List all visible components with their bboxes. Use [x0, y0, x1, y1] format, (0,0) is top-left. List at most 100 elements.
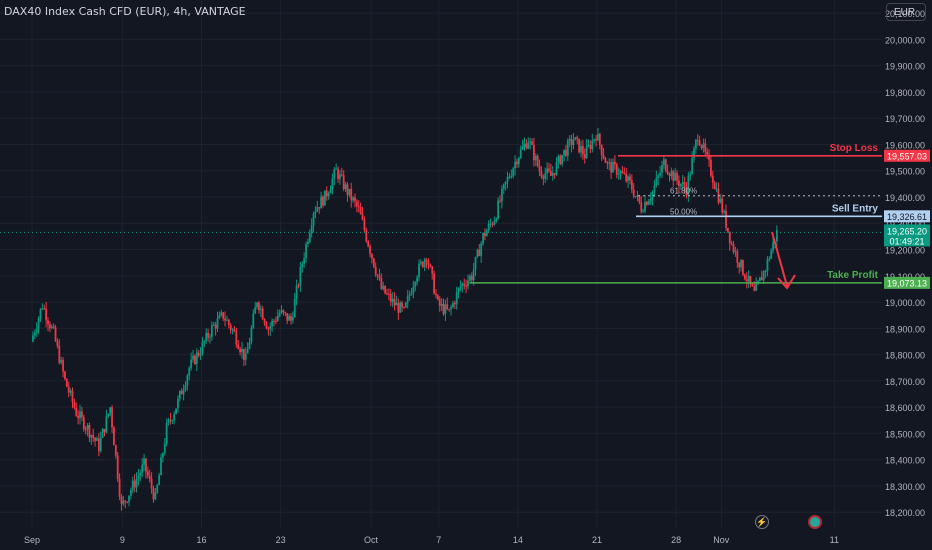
candle-body: [250, 327, 253, 343]
candle-body: [587, 144, 590, 146]
candle-body: [88, 425, 91, 438]
lightning-icon[interactable]: ⚡: [755, 515, 769, 529]
candle-body: [81, 411, 83, 418]
candle-body: [551, 173, 554, 176]
candle-body: [553, 173, 556, 175]
candle-body: [263, 319, 266, 324]
candle-body: [226, 319, 228, 321]
candle-body: [728, 231, 731, 244]
record-icon[interactable]: [808, 515, 822, 529]
candle-body: [491, 223, 494, 225]
candle-body: [199, 353, 202, 356]
candle-body: [118, 478, 121, 497]
candle-body: [344, 184, 347, 190]
candle-body: [625, 173, 628, 182]
candle-body: [259, 308, 262, 311]
candle-body: [423, 259, 426, 267]
candle-body: [710, 159, 712, 176]
candle-body: [531, 141, 533, 145]
candle-body: [378, 275, 381, 278]
candle-body: [165, 422, 168, 444]
candle-body: [487, 223, 490, 231]
candle-body: [499, 200, 501, 202]
countdown-label: 01:49:21: [889, 236, 924, 246]
candle-body: [753, 286, 756, 291]
candle-body: [69, 390, 72, 393]
candle-body: [664, 159, 667, 172]
candle-body: [615, 164, 618, 175]
candle-body: [548, 168, 550, 172]
fib-level-label: 61.80%: [670, 187, 697, 196]
candle-body: [644, 201, 646, 212]
candle-body: [450, 307, 452, 310]
candle-body: [340, 174, 343, 176]
x-tick-label: 23: [276, 535, 286, 545]
candle-body: [273, 320, 275, 322]
price-tag-text: 19,073.13: [887, 278, 927, 288]
x-tick-label: Nov: [713, 535, 730, 545]
x-tick-label: 28: [671, 535, 681, 545]
candle-body: [666, 171, 669, 175]
candle-body: [389, 293, 392, 302]
candle-body: [335, 168, 338, 170]
candle-body: [762, 271, 765, 281]
candle-body: [322, 196, 324, 206]
candle-body: [465, 285, 468, 287]
candle-body: [39, 308, 42, 319]
candle-body: [188, 367, 191, 376]
y-tick-label: 19,300.00: [885, 219, 925, 229]
candle-body: [755, 283, 758, 291]
candle-body: [493, 221, 496, 225]
candle-body: [401, 302, 403, 308]
candle-body: [143, 458, 145, 465]
y-tick-label: 18,200.00: [885, 508, 925, 518]
candle-body: [747, 275, 750, 282]
currency-button[interactable]: EUR: [886, 3, 926, 21]
candle-body: [246, 348, 249, 354]
candle-body: [32, 335, 34, 342]
candle-body: [457, 288, 460, 293]
price-tag-bg: [884, 276, 930, 289]
candle-body: [242, 348, 245, 360]
candle-body: [96, 438, 98, 441]
candle-body: [440, 303, 443, 306]
candle-body: [657, 175, 660, 178]
candle-body: [329, 189, 332, 194]
candle-body: [210, 325, 213, 337]
y-tick-label: 18,300.00: [885, 482, 925, 492]
candle-body: [54, 327, 57, 341]
candle-body: [425, 259, 428, 262]
candle-body: [472, 269, 475, 281]
candle-body: [158, 475, 161, 485]
candle-body: [662, 159, 665, 166]
candle-body: [231, 329, 234, 331]
candle-body: [348, 188, 351, 196]
candle-body: [653, 185, 656, 192]
candle-body: [180, 390, 183, 395]
candle-body: [679, 184, 682, 187]
candle-body: [442, 303, 445, 314]
candle-body: [412, 286, 415, 294]
candle-body: [734, 251, 737, 253]
candle-body: [711, 175, 714, 183]
candle-body: [642, 211, 645, 213]
candle-body: [736, 251, 739, 263]
candle-body: [542, 176, 545, 179]
candle-body: [97, 438, 100, 452]
candle-body: [649, 198, 652, 202]
candle-body: [495, 218, 498, 222]
candle-body: [638, 195, 641, 203]
candle-body: [523, 143, 526, 147]
candle-body: [156, 484, 159, 493]
candle-body: [75, 407, 78, 416]
candle-body: [612, 161, 614, 173]
candle-body: [357, 206, 360, 208]
candle-body: [674, 172, 677, 181]
candle-body: [282, 310, 285, 313]
candle-body: [661, 165, 663, 173]
candle-body: [536, 155, 539, 167]
candle-body: [759, 277, 761, 282]
candle-body: [749, 275, 752, 284]
candle-body: [201, 342, 204, 354]
